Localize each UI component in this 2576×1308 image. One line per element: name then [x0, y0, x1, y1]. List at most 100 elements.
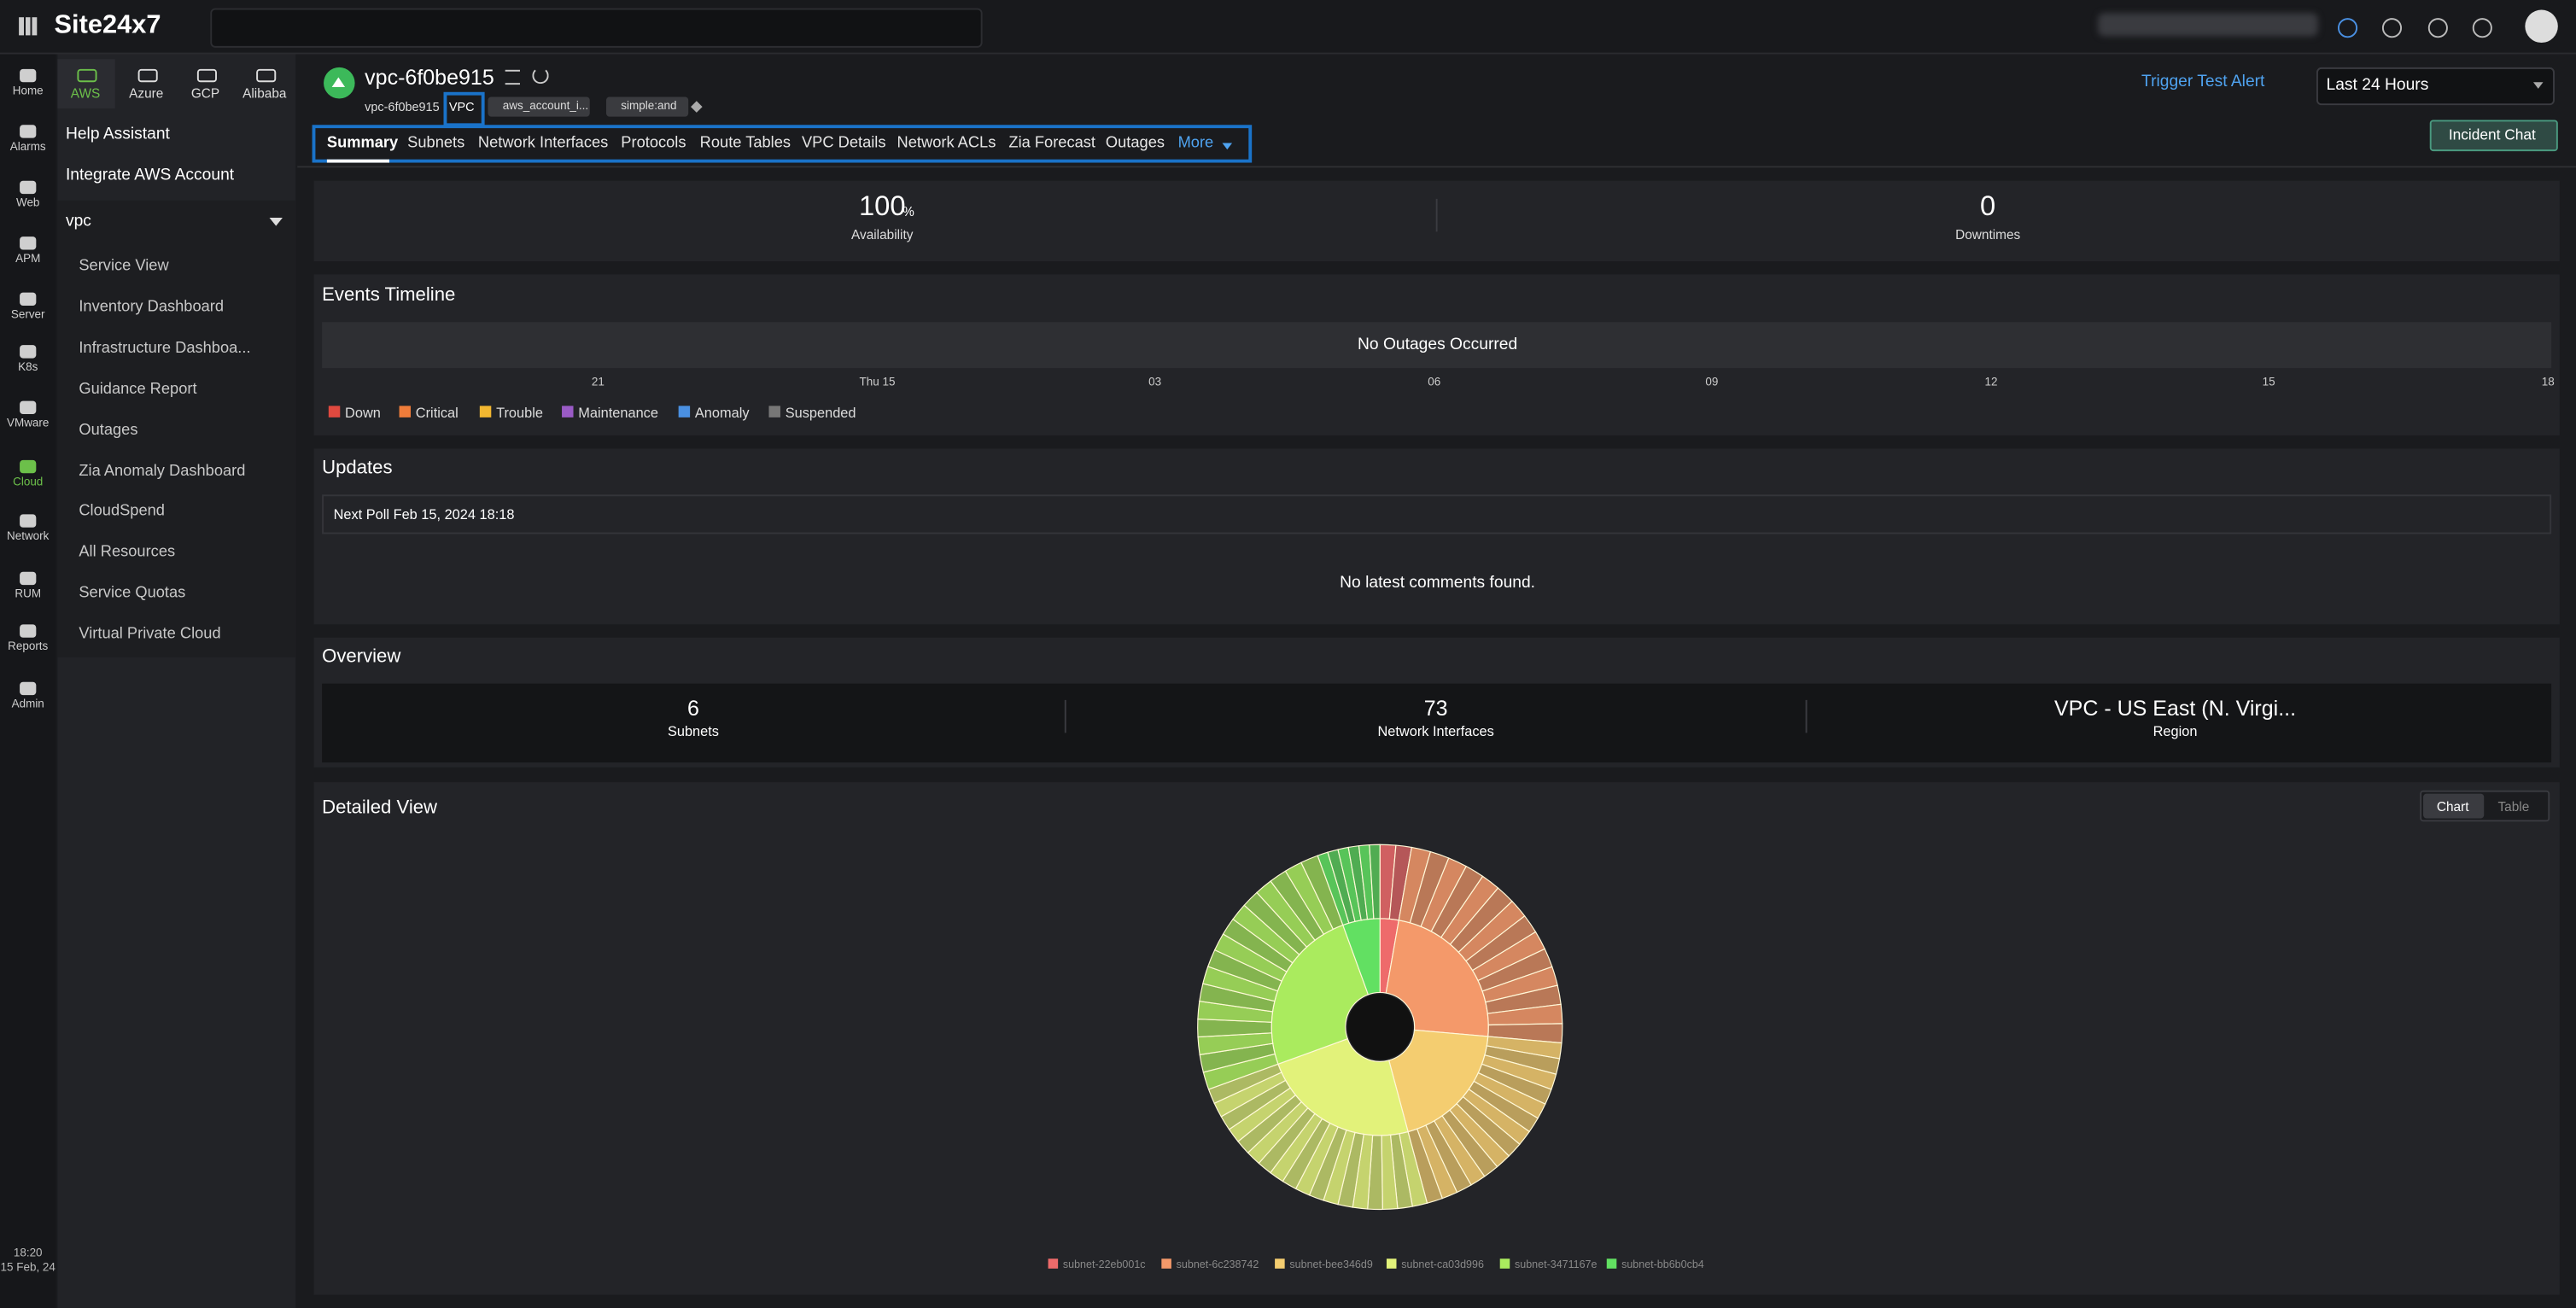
rail-icon	[20, 125, 37, 138]
tab[interactable]: Summary	[326, 133, 399, 153]
legend-swatch	[1275, 1258, 1285, 1269]
sidebar-item[interactable]: Inventory Dashboard	[79, 298, 225, 317]
sidebar-item[interactable]: Service Quotas	[79, 584, 186, 603]
tab[interactable]: VPC Details	[801, 133, 886, 153]
rail-icon	[20, 624, 37, 638]
timeline-label: 18	[2541, 377, 2555, 389]
cloud-icon	[137, 68, 158, 83]
timeline-label: 03	[1148, 377, 1162, 389]
toggle-option[interactable]: Chart	[2436, 799, 2469, 815]
sidebar-item[interactable]: Outages	[79, 420, 138, 440]
summary-unit: %	[902, 204, 914, 219]
legend-label: Down	[345, 404, 381, 421]
summary-label: Downtimes	[1955, 227, 2021, 242]
tab[interactable]: Network Interfaces	[477, 133, 609, 153]
header-icon[interactable]	[2472, 18, 2492, 38]
header-icon[interactable]	[2381, 18, 2403, 38]
rail-label[interactable]: APM	[15, 254, 41, 266]
rail-date: 15 Feb, 24	[0, 1263, 55, 1275]
more-caret	[1222, 143, 1233, 150]
rail-icon	[20, 236, 37, 250]
overview-label: Subnets	[667, 722, 719, 740]
tab[interactable]: More	[1177, 133, 1214, 153]
monitor-name: vpc-6f0be915	[365, 99, 440, 114]
rail-icon	[20, 400, 37, 414]
tab[interactable]: Network ACLs	[897, 133, 996, 153]
rail-icon	[20, 68, 37, 83]
rail-label[interactable]: Home	[12, 86, 44, 98]
trigger-alert[interactable]: Trigger Test Alert	[2141, 73, 2265, 91]
timeline-label: 15	[2262, 377, 2275, 389]
period-label: Last 24 Hours	[2326, 76, 2429, 95]
cloud-tab[interactable]: Azure	[129, 86, 164, 102]
rail-label[interactable]: Admin	[11, 698, 44, 711]
sidebar-item[interactable]: CloudSpend	[79, 502, 165, 521]
sidebar-item[interactable]: All Resources	[79, 543, 176, 562]
tab[interactable]: Protocols	[621, 133, 686, 153]
header-icon[interactable]	[2337, 18, 2358, 38]
overview-label: Region	[2153, 722, 2198, 740]
legend-label: subnet-3471167e	[1515, 1259, 1598, 1271]
legend-label: Critical	[415, 404, 459, 421]
events-title: Events Timeline	[322, 285, 456, 306]
legend-label: subnet-22eb001c	[1062, 1259, 1146, 1271]
group-select[interactable]: vpc	[65, 213, 91, 231]
rail-time: 18:20	[13, 1247, 43, 1260]
overview-inner	[322, 683, 2552, 763]
rail-label[interactable]: Web	[15, 197, 40, 210]
summary-value: 100	[858, 190, 906, 222]
menu-icon[interactable]	[505, 69, 520, 85]
tab[interactable]: Zia Forecast	[1008, 133, 1095, 153]
search-box[interactable]	[210, 8, 983, 48]
legend-swatch	[562, 406, 574, 418]
timeline-label: Thu 15	[859, 377, 896, 389]
events-bar	[322, 322, 2552, 369]
integrate-aws[interactable]: Integrate AWS Account	[65, 166, 235, 185]
sidebar-item[interactable]: Infrastructure Dashboa...	[79, 339, 251, 358]
cloud-tab[interactable]: GCP	[190, 86, 220, 102]
header-icon[interactable]	[2427, 18, 2448, 38]
avatar	[2525, 9, 2558, 44]
legend-label: Maintenance	[578, 404, 658, 421]
rail-label[interactable]: RUM	[15, 588, 42, 601]
overview-label: Network Interfaces	[1377, 722, 1494, 740]
cloud-icon	[196, 68, 217, 83]
sidebar-item[interactable]: Virtual Private Cloud	[79, 625, 221, 644]
chat-button[interactable]	[2429, 120, 2558, 152]
legend-swatch	[1048, 1258, 1059, 1269]
sidebar-item[interactable]: Service View	[79, 257, 169, 276]
legend-label: Suspended	[785, 404, 856, 421]
next-poll: Next Poll Feb 15, 2024 18:18	[333, 505, 515, 523]
sidebar-item[interactable]: Zia Anomaly Dashboard	[79, 461, 246, 480]
summary-divider	[1435, 198, 1438, 232]
rail-label[interactable]: Network	[6, 531, 50, 544]
cloud-tab-active	[57, 59, 115, 109]
rail-icon	[20, 514, 37, 528]
status-arrow	[331, 77, 346, 88]
user-blur	[2098, 13, 2318, 37]
sidebar-item[interactable]: Guidance Report	[79, 379, 197, 399]
rail-label[interactable]: Alarms	[9, 142, 46, 154]
rail-label[interactable]: VMware	[6, 418, 50, 430]
cloud-tab[interactable]: Alibaba	[242, 86, 287, 102]
cloud-tab[interactable]: AWS	[70, 86, 101, 102]
tab[interactable]: Outages	[1105, 133, 1165, 153]
period-select[interactable]	[2316, 67, 2555, 106]
rail-icon	[20, 180, 37, 195]
timeline-label: 12	[1984, 377, 1998, 389]
help-assistant[interactable]: Help Assistant	[65, 126, 170, 144]
tab[interactable]: Subnets	[407, 133, 465, 153]
tab[interactable]: Route Tables	[699, 133, 791, 153]
updates-panel	[313, 448, 2560, 625]
toggle-option[interactable]: Table	[2497, 799, 2530, 815]
rail-label[interactable]: K8s	[18, 362, 38, 374]
refresh-icon[interactable]	[532, 67, 549, 85]
tabs-highlight	[312, 125, 1253, 163]
sunburst	[1197, 844, 1563, 1211]
rail-label[interactable]: Reports	[8, 641, 49, 654]
rail-label[interactable]: Cloud	[13, 477, 44, 489]
rail-label[interactable]: Server	[10, 309, 45, 322]
legend-label: subnet-bb6b0cb4	[1621, 1259, 1704, 1271]
legend-swatch	[678, 406, 691, 418]
